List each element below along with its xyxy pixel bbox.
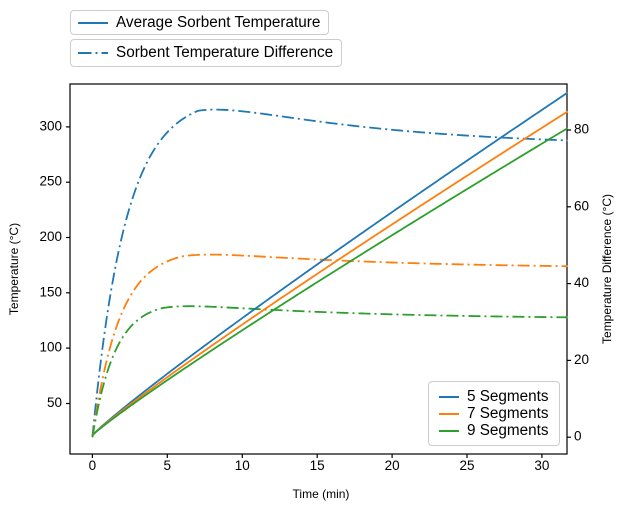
svg-text:20: 20	[574, 352, 589, 367]
svg-text:Temperature Difference (°C): Temperature Difference (°C)	[600, 194, 614, 344]
svg-text:20: 20	[385, 458, 400, 473]
svg-text:25: 25	[459, 458, 474, 473]
svg-text:10: 10	[235, 458, 250, 473]
svg-text:250: 250	[39, 174, 62, 189]
svg-text:5: 5	[164, 458, 172, 473]
svg-text:30: 30	[534, 458, 549, 473]
svg-text:150: 150	[39, 284, 62, 299]
svg-text:0: 0	[574, 429, 582, 444]
svg-text:Temperature (°C): Temperature (°C)	[7, 223, 21, 315]
svg-text:300: 300	[39, 118, 62, 133]
svg-text:15: 15	[310, 458, 325, 473]
svg-text:50: 50	[47, 395, 62, 410]
svg-text:100: 100	[39, 340, 62, 355]
svg-text:0: 0	[89, 458, 97, 473]
svg-text:60: 60	[574, 198, 589, 213]
svg-text:200: 200	[39, 229, 62, 244]
svg-text:40: 40	[574, 275, 589, 290]
svg-text:Time (min): Time (min)	[293, 487, 350, 501]
svg-text:80: 80	[574, 122, 589, 137]
